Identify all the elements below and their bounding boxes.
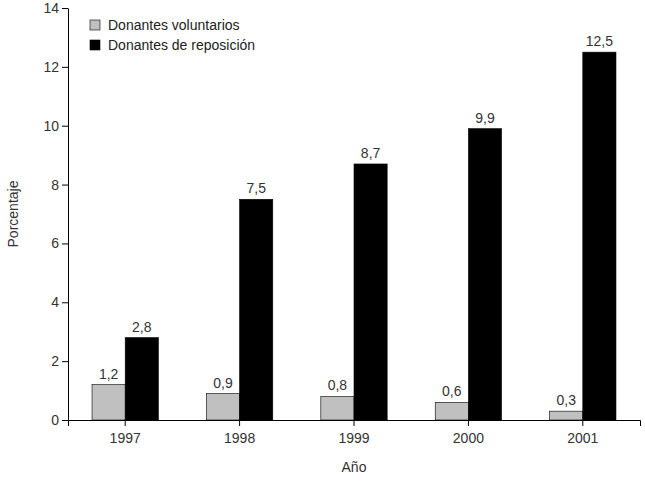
tick-mark [62, 67, 68, 68]
tick-mark [125, 420, 126, 426]
tick-mark [354, 420, 355, 426]
tick: 12 [43, 59, 68, 75]
legend-swatch [90, 40, 100, 50]
tick-label: 0 [51, 412, 59, 428]
legend-swatch [90, 20, 100, 30]
tick-mark [62, 420, 68, 421]
tick: 14 [43, 0, 68, 16]
tick-mark [468, 420, 469, 426]
tick-label: 1998 [224, 430, 255, 446]
tick-mark [62, 126, 68, 127]
data-label: 0,8 [328, 377, 348, 393]
tick-mark [62, 185, 68, 186]
tick-label: 12 [43, 59, 59, 75]
tick: 1999 [338, 420, 369, 446]
bar [206, 394, 239, 420]
bar [321, 396, 354, 420]
tick-label: 1999 [338, 430, 369, 446]
data-labels: 1,2 0,9 0,8 0,6 0,3 2,8 7,5 8,7 9,9 12,5 [99, 33, 613, 408]
y-axis-title: Porcentaje [5, 180, 21, 247]
plot: 1,2 0,9 0,8 0,6 0,3 2,8 7,5 8,7 9,9 12,5 0 2 4 6 8 10 12… [43, 0, 640, 446]
tick-mark [239, 420, 240, 426]
axis-line [69, 421, 641, 427]
tick-label: 6 [51, 235, 59, 251]
legend-item: Donantes voluntarios [90, 17, 240, 33]
tick-label: 10 [43, 118, 59, 134]
tick: 1998 [224, 420, 255, 446]
legend: Donantes voluntarios Donantes de reposici… [90, 17, 255, 53]
tick: 0 [51, 412, 68, 428]
legend-label: Donantes de reposición [108, 37, 255, 53]
legend-item: Donantes de reposición [90, 37, 255, 53]
bar [354, 164, 387, 420]
bar [240, 199, 273, 420]
bar [92, 385, 125, 420]
data-label: 0,6 [442, 383, 462, 399]
tick: 4 [51, 294, 68, 310]
legend-label: Donantes voluntarios [108, 17, 240, 33]
tick-label: 2 [51, 353, 59, 369]
tick-mark [62, 243, 68, 244]
data-label: 0,9 [213, 375, 233, 391]
bar [468, 129, 501, 420]
data-label: 7,5 [246, 180, 266, 196]
tick-label: 4 [51, 294, 59, 310]
tick: 1997 [110, 420, 141, 446]
tick-label: 2000 [453, 430, 484, 446]
y-axis: 0 2 4 6 8 10 12 14 [43, 0, 68, 428]
tick: 10 [43, 118, 68, 134]
bar [435, 402, 468, 420]
tick-label: 2001 [567, 430, 598, 446]
tick-mark [62, 361, 68, 362]
tick-mark [582, 420, 583, 426]
x-axis-title: Año [342, 459, 367, 475]
tick: 2001 [567, 420, 598, 446]
x-axis: 1997 1998 1999 2000 2001 [69, 420, 641, 446]
tick-label: 14 [43, 0, 59, 16]
data-label: 2,8 [132, 319, 152, 335]
bar [583, 52, 616, 420]
tick: 2 [51, 353, 68, 369]
axis-line [68, 9, 69, 421]
tick: 6 [51, 235, 68, 251]
bars [92, 52, 616, 420]
data-label: 8,7 [361, 145, 381, 161]
tick-label: 1997 [110, 430, 141, 446]
bar [125, 338, 158, 420]
data-label: 1,2 [99, 366, 119, 382]
tick: 2000 [453, 420, 484, 446]
data-label: 9,9 [475, 110, 495, 126]
tick-label: 8 [51, 177, 59, 193]
tick-mark [62, 8, 68, 9]
tick: 8 [51, 177, 68, 193]
data-label: 12,5 [586, 33, 613, 49]
bar [550, 411, 583, 420]
chart: 1,2 0,9 0,8 0,6 0,3 2,8 7,5 8,7 9,9 12,5 0 2 4 6 8 10 12… [0, 0, 645, 485]
data-label: 0,3 [556, 392, 576, 408]
tick-mark [62, 302, 68, 303]
